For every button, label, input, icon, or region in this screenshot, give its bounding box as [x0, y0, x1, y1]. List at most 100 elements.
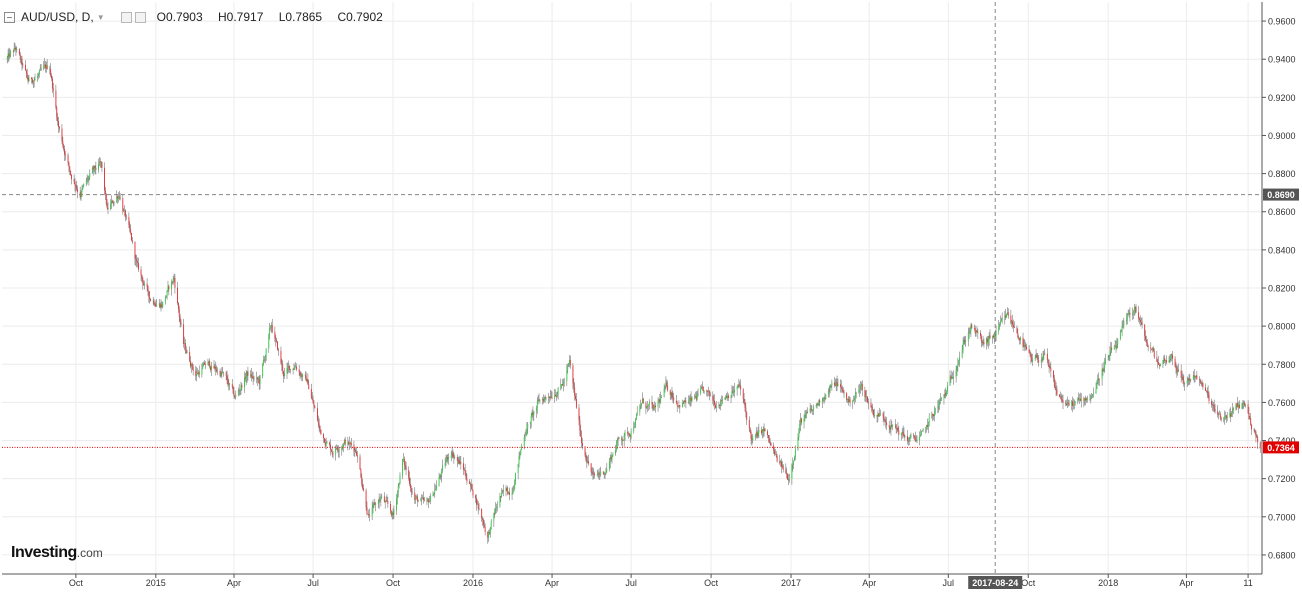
candle-down	[379, 499, 381, 501]
candle-down	[1098, 378, 1100, 380]
candle-up	[909, 437, 911, 440]
collapse-icon[interactable]	[4, 11, 15, 23]
candle-up	[165, 296, 167, 298]
candle-up	[37, 76, 39, 79]
candle-up	[688, 400, 690, 402]
candle-down	[1175, 366, 1177, 369]
x-tick-label: 11	[1243, 578, 1252, 588]
candle-down	[502, 490, 504, 492]
candle-down	[1244, 402, 1246, 406]
candle-down	[1054, 385, 1056, 389]
candle-down	[168, 286, 170, 290]
candle-up	[554, 394, 556, 398]
candle-down	[134, 241, 136, 259]
candle-down	[592, 472, 594, 474]
candle-up	[730, 396, 732, 398]
candle-up	[1181, 376, 1183, 378]
candle-up	[7, 53, 9, 59]
candle-up	[6, 58, 8, 60]
candle-down	[1046, 353, 1048, 360]
candle-up	[1126, 314, 1128, 320]
axis-labels: 0.6800 0.7000 0.7200 0.7400 0.7600 0.7800 0.80…	[69, 17, 1299, 589]
x-tick-label: Apr	[1179, 578, 1193, 588]
candle-up	[694, 396, 696, 398]
candle-up	[429, 501, 430, 503]
candle-down	[903, 433, 905, 438]
candle-down	[573, 383, 575, 388]
candle-down	[280, 350, 282, 363]
candle-up	[170, 281, 172, 290]
candle-down	[1013, 324, 1014, 328]
candle-down	[148, 290, 150, 298]
candle-down	[136, 259, 138, 262]
candle-up	[720, 400, 722, 407]
candle-up	[901, 431, 903, 433]
candle-up	[32, 81, 34, 83]
candle-up	[240, 385, 242, 391]
candle-down	[463, 469, 465, 471]
candle-down	[67, 155, 69, 163]
candle-up	[111, 200, 112, 204]
candle-down	[882, 413, 884, 417]
candle-up	[34, 78, 36, 81]
candle-up	[794, 457, 795, 461]
candle-down	[161, 304, 163, 307]
close-icon[interactable]	[134, 11, 146, 23]
symbol-label[interactable]: AUD/USD, D,	[21, 10, 94, 24]
candle-up	[962, 344, 964, 350]
candle-up	[633, 427, 635, 432]
candle-up	[166, 290, 168, 297]
candle-up	[1110, 347, 1112, 352]
candle-up	[998, 326, 1000, 332]
candle-up	[1072, 404, 1074, 406]
candle-down	[314, 406, 316, 409]
x-tick-label: 2015	[146, 578, 166, 588]
candle-down	[1083, 398, 1085, 401]
candle-down	[673, 397, 675, 401]
candle-down	[298, 369, 300, 373]
candle-down	[356, 451, 357, 456]
y-tick-label: 0.7400	[1268, 436, 1296, 446]
candle-down	[64, 149, 66, 155]
candle-down	[1145, 336, 1147, 340]
candle-down	[27, 77, 29, 82]
candle-up	[606, 469, 608, 471]
candle-up	[1152, 348, 1153, 350]
candle-up	[416, 496, 417, 498]
candle-down	[423, 499, 425, 501]
candle-down	[74, 181, 76, 186]
candle-up	[1218, 413, 1220, 415]
candle-up	[630, 431, 632, 437]
candle-up	[527, 423, 529, 429]
candle-up	[450, 454, 452, 459]
candle-up	[634, 426, 636, 428]
candle-down	[55, 90, 57, 108]
candle-down	[146, 283, 148, 287]
candle-up	[530, 416, 532, 422]
candle-down	[155, 306, 157, 307]
candle-down	[1029, 352, 1031, 355]
candle-up	[678, 405, 680, 407]
candle-up	[938, 403, 940, 407]
candle-down	[811, 409, 813, 411]
candle-down	[1115, 346, 1117, 349]
chevron-down-icon[interactable]: ▼	[96, 12, 105, 22]
candle-down	[1208, 394, 1210, 402]
candle-down	[950, 376, 952, 378]
candle-down	[62, 141, 64, 146]
candle-down	[1188, 378, 1190, 381]
candle-up	[515, 473, 517, 482]
candle-up	[987, 339, 989, 343]
settings-icon[interactable]	[120, 11, 132, 23]
candle-up	[251, 376, 253, 378]
candle-down	[219, 370, 221, 376]
candle-up	[733, 392, 735, 394]
candle-up	[535, 407, 537, 412]
candle-up	[818, 400, 820, 406]
candle-up	[1042, 354, 1044, 360]
candle-up	[793, 460, 795, 464]
candle-down	[426, 500, 428, 502]
candle-up	[797, 437, 799, 450]
candle-down	[579, 420, 581, 431]
